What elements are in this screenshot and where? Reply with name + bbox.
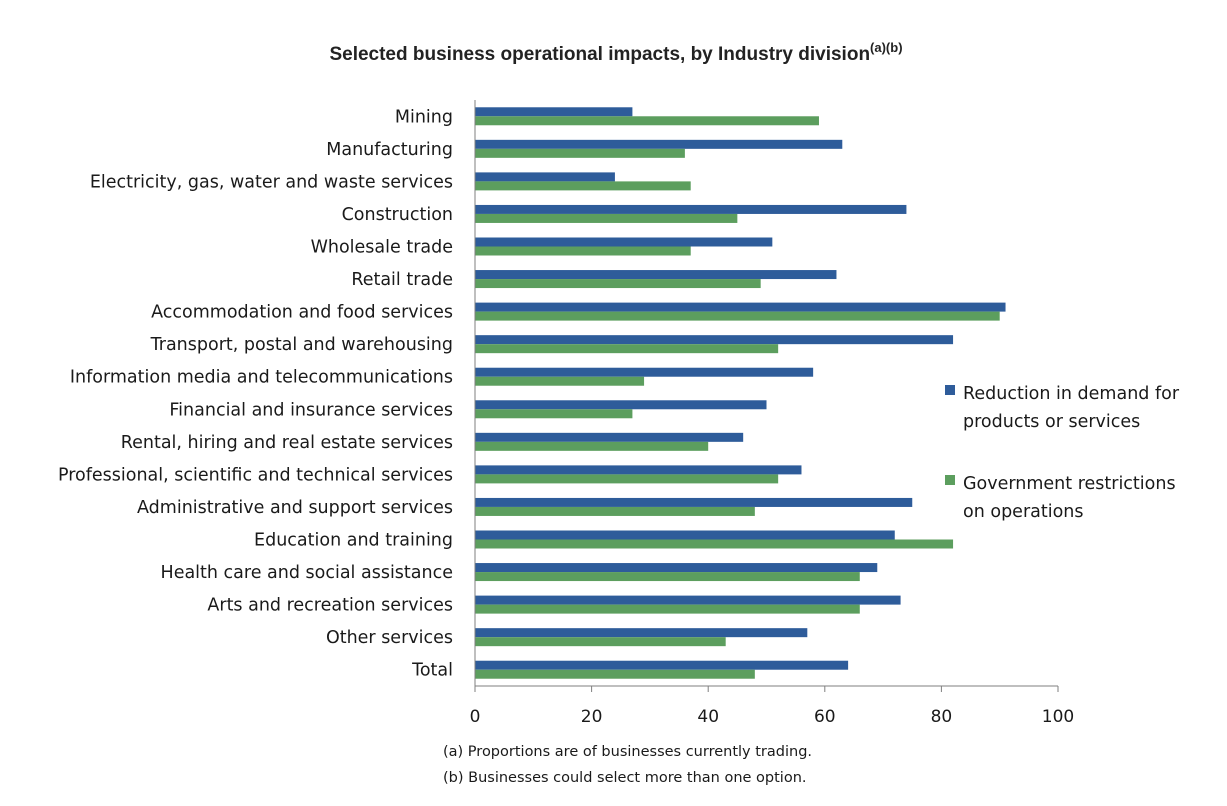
bar-reduction-in-demand-for-products-or-services-transport-postal-and-warehousing [475, 335, 954, 345]
chart-title-superscript: (a)(b) [870, 40, 903, 55]
x-tick-label-80: 80 [931, 707, 953, 727]
bar-reduction-in-demand-for-products-or-services-accommodation-and-food-services [475, 302, 1006, 312]
category-label-mining: Mining [395, 107, 453, 127]
bar-reduction-in-demand-for-products-or-services-rental-hiring-and-real-estate-services [475, 432, 744, 442]
category-labels: Mining Manufacturing Electricity, gas, wat… [58, 107, 453, 680]
bar-reduction-in-demand-for-products-or-services-retail-trade [475, 270, 837, 280]
legend: Reduction in demand for products or serv… [945, 384, 1180, 522]
category-label-health-care-and-social-assistance: Health care and social assistance [161, 563, 453, 583]
bar-government-restrictions-on-operations-education-and-training [475, 539, 954, 549]
chart-title-text: Selected business operational impacts, b… [329, 44, 870, 65]
footnote-b: (b) Businesses could select more than on… [443, 770, 807, 786]
bar-government-restrictions-on-operations-other-services [475, 637, 726, 647]
bar-reduction-in-demand-for-products-or-services-information-media-and-telecommunications [475, 367, 814, 377]
legend-swatch-government-restrictions [945, 475, 955, 485]
bar-reduction-in-demand-for-products-or-services-education-and-training [475, 530, 895, 540]
bar-government-restrictions-on-operations-retail-trade [475, 279, 761, 289]
category-label-retail-trade: Retail trade [351, 270, 453, 290]
bar-government-restrictions-on-operations-total [475, 669, 755, 679]
x-tick-label-0: 0 [470, 707, 481, 727]
x-tick-label-40: 40 [697, 707, 719, 727]
legend-label-reduction-in-demand-line-1: Reduction in demand for [963, 384, 1180, 404]
category-label-manufacturing: Manufacturing [326, 140, 453, 160]
bar-government-restrictions-on-operations-mining [475, 116, 819, 126]
bar-government-restrictions-on-operations-accommodation-and-food-services [475, 311, 1000, 321]
legend-label-reduction-in-demand-line-2: products or services [963, 412, 1140, 432]
category-label-rental-hiring-and-real-estate-services: Rental, hiring and real estate services [121, 433, 453, 453]
category-label-education-and-training: Education and training [254, 531, 453, 551]
bar-reduction-in-demand-for-products-or-services-total [475, 660, 849, 670]
category-label-construction: Construction [342, 205, 453, 225]
category-label-accommodation-and-food-services: Accommodation and food services [151, 303, 453, 323]
bar-reduction-in-demand-for-products-or-services-administrative-and-support-services [475, 497, 913, 507]
chart-title: Selected business operational impacts, b… [329, 40, 902, 65]
x-tick-label-60: 60 [814, 707, 836, 727]
bar-government-restrictions-on-operations-arts-and-recreation-services [475, 604, 860, 614]
bar-reduction-in-demand-for-products-or-services-mining [475, 107, 633, 117]
bars-group [475, 107, 1006, 679]
bar-reduction-in-demand-for-products-or-services-health-care-and-social-assistance [475, 563, 878, 573]
x-tick-label-20: 20 [581, 707, 603, 727]
legend-label-government-restrictions-line-2: on operations [963, 502, 1084, 522]
legend-swatch-reduction-in-demand [945, 385, 955, 395]
category-label-electricity-gas-water-and-waste-services: Electricity, gas, water and waste servic… [90, 172, 453, 192]
footnote-a: (a) Proportions are of businesses curren… [443, 744, 812, 760]
category-label-administrative-and-support-services: Administrative and support services [137, 498, 453, 518]
bar-reduction-in-demand-for-products-or-services-wholesale-trade [475, 237, 773, 247]
bar-government-restrictions-on-operations-financial-and-insurance-services [475, 409, 633, 419]
bar-government-restrictions-on-operations-rental-hiring-and-real-estate-services [475, 441, 709, 451]
category-label-wholesale-trade: Wholesale trade [311, 238, 453, 258]
category-label-arts-and-recreation-services: Arts and recreation services [207, 596, 453, 616]
bar-government-restrictions-on-operations-health-care-and-social-assistance [475, 572, 860, 582]
bar-reduction-in-demand-for-products-or-services-construction [475, 204, 907, 214]
bar-government-restrictions-on-operations-administrative-and-support-services [475, 506, 755, 516]
bar-government-restrictions-on-operations-construction [475, 213, 738, 223]
bar-reduction-in-demand-for-products-or-services-arts-and-recreation-services [475, 595, 901, 605]
category-label-total: Total [411, 661, 453, 681]
category-label-other-services: Other services [326, 628, 453, 648]
category-label-professional-scientific-and-technical-services: Professional, scientific and technical s… [58, 465, 453, 485]
x-tick-label-100: 100 [1042, 707, 1074, 727]
bar-reduction-in-demand-for-products-or-services-financial-and-insurance-services [475, 400, 767, 410]
bar-reduction-in-demand-for-products-or-services-professional-scientific-and-technical-services [475, 465, 802, 475]
legend-label-government-restrictions-line-1: Government restrictions [963, 474, 1176, 494]
x-axis-ticks: 0 20 40 60 80 100 [470, 686, 1074, 727]
category-label-transport-postal-and-warehousing: Transport, postal and warehousing [150, 335, 453, 355]
bar-government-restrictions-on-operations-manufacturing [475, 148, 685, 158]
category-label-financial-and-insurance-services: Financial and insurance services [169, 400, 453, 420]
bar-reduction-in-demand-for-products-or-services-manufacturing [475, 139, 843, 149]
category-label-information-media-and-telecommunications: Information media and telecommunications [70, 368, 453, 388]
bar-reduction-in-demand-for-products-or-services-other-services [475, 628, 808, 638]
bar-government-restrictions-on-operations-electricity-gas-water-and-waste-services [475, 181, 691, 191]
bar-government-restrictions-on-operations-information-media-and-telecommunications [475, 376, 645, 386]
bar-government-restrictions-on-operations-transport-postal-and-warehousing [475, 344, 779, 354]
bar-government-restrictions-on-operations-professional-scientific-and-technical-services [475, 474, 779, 484]
bar-reduction-in-demand-for-products-or-services-electricity-gas-water-and-waste-services [475, 172, 615, 182]
bar-government-restrictions-on-operations-wholesale-trade [475, 246, 691, 256]
